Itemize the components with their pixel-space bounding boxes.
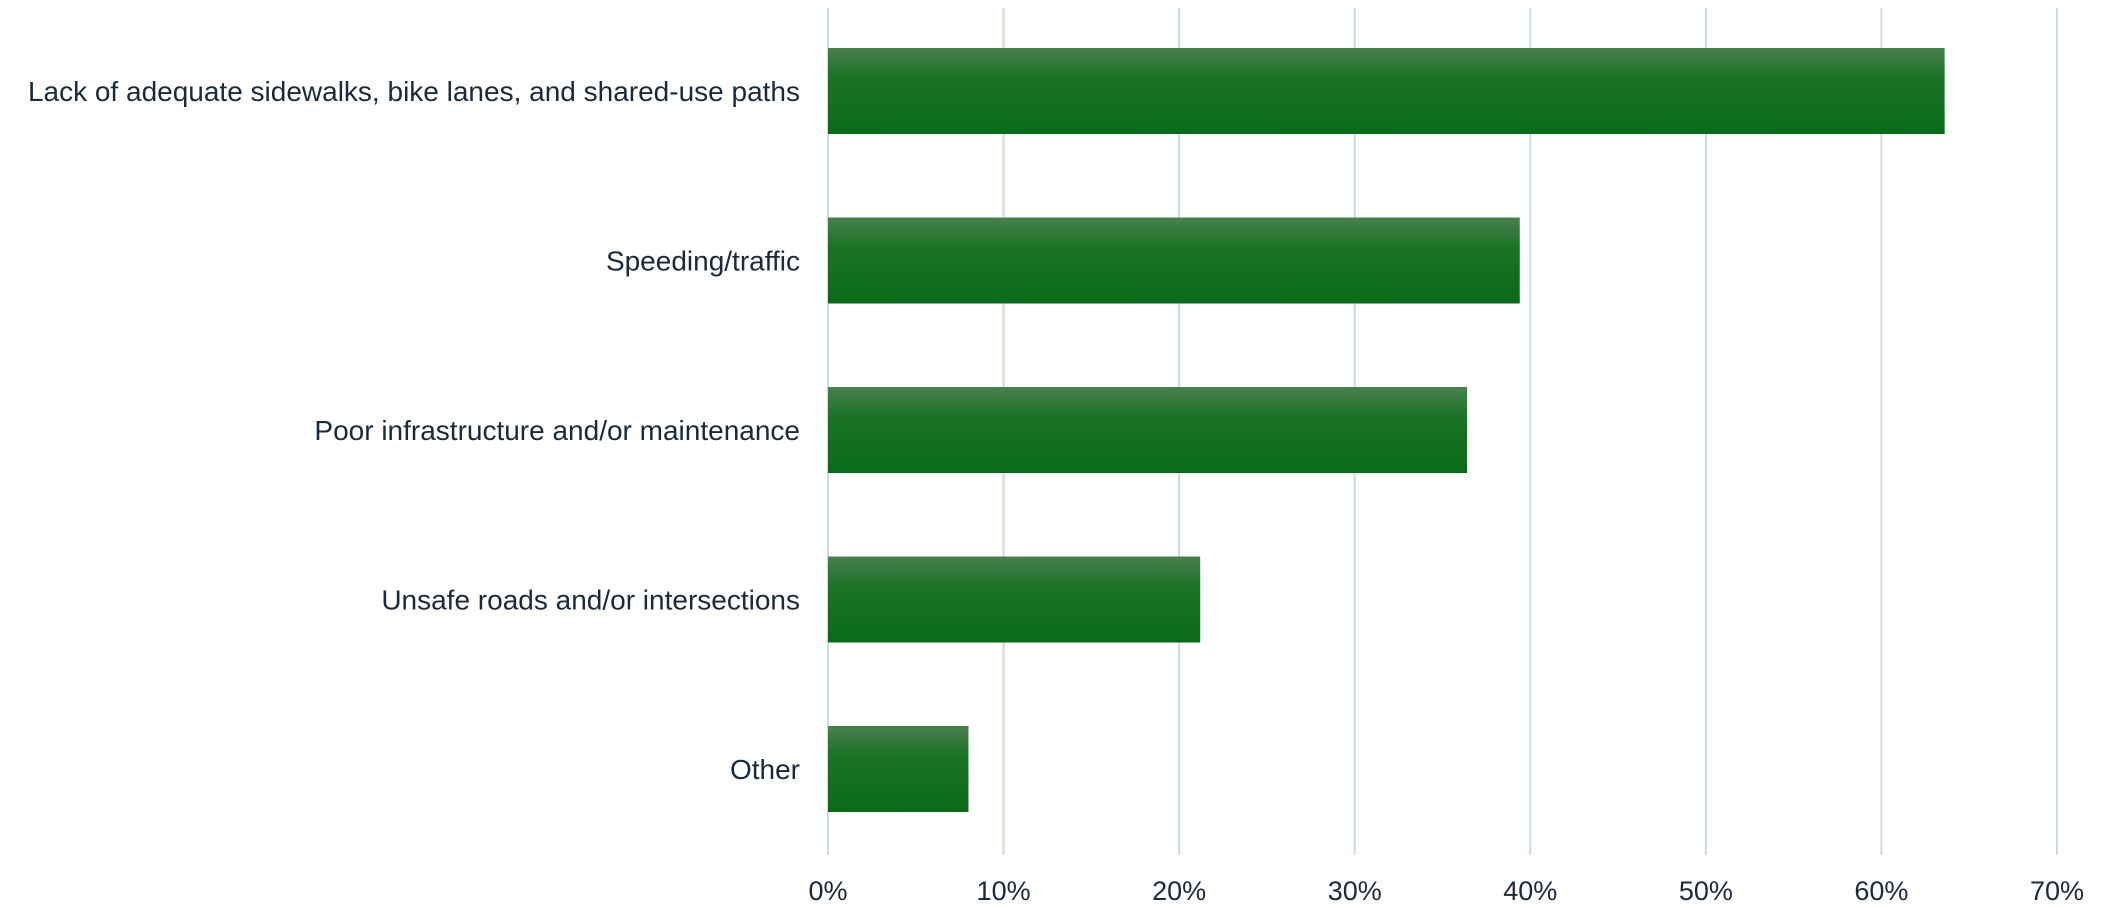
category-label: Lack of adequate sidewalks, bike lanes, … xyxy=(28,76,800,107)
x-tick-label: 30% xyxy=(1328,876,1382,906)
x-tick-label: 20% xyxy=(1152,876,1206,906)
category-label: Speeding/traffic xyxy=(606,246,800,277)
bar xyxy=(828,48,1945,134)
x-tick-label: 0% xyxy=(808,876,847,906)
x-tick-label: 10% xyxy=(977,876,1031,906)
bar xyxy=(828,217,1520,304)
x-tick-label: 40% xyxy=(1503,876,1557,906)
x-tick-label: 50% xyxy=(1679,876,1733,906)
x-tick-label: 70% xyxy=(2030,876,2084,906)
bar xyxy=(828,556,1201,643)
bars xyxy=(828,48,1945,812)
category-label: Poor infrastructure and/or maintenance xyxy=(314,415,800,446)
bar xyxy=(828,726,969,812)
category-labels: Lack of adequate sidewalks, bike lanes, … xyxy=(28,76,800,785)
x-tick-label: 60% xyxy=(1854,876,1908,906)
category-label: Unsafe roads and/or intersections xyxy=(381,585,800,616)
category-label: Other xyxy=(730,754,800,785)
bar xyxy=(828,387,1468,473)
x-axis-tick-labels: 0% 10% 20% 30% 40% 50% 60% 70% xyxy=(808,876,2084,906)
